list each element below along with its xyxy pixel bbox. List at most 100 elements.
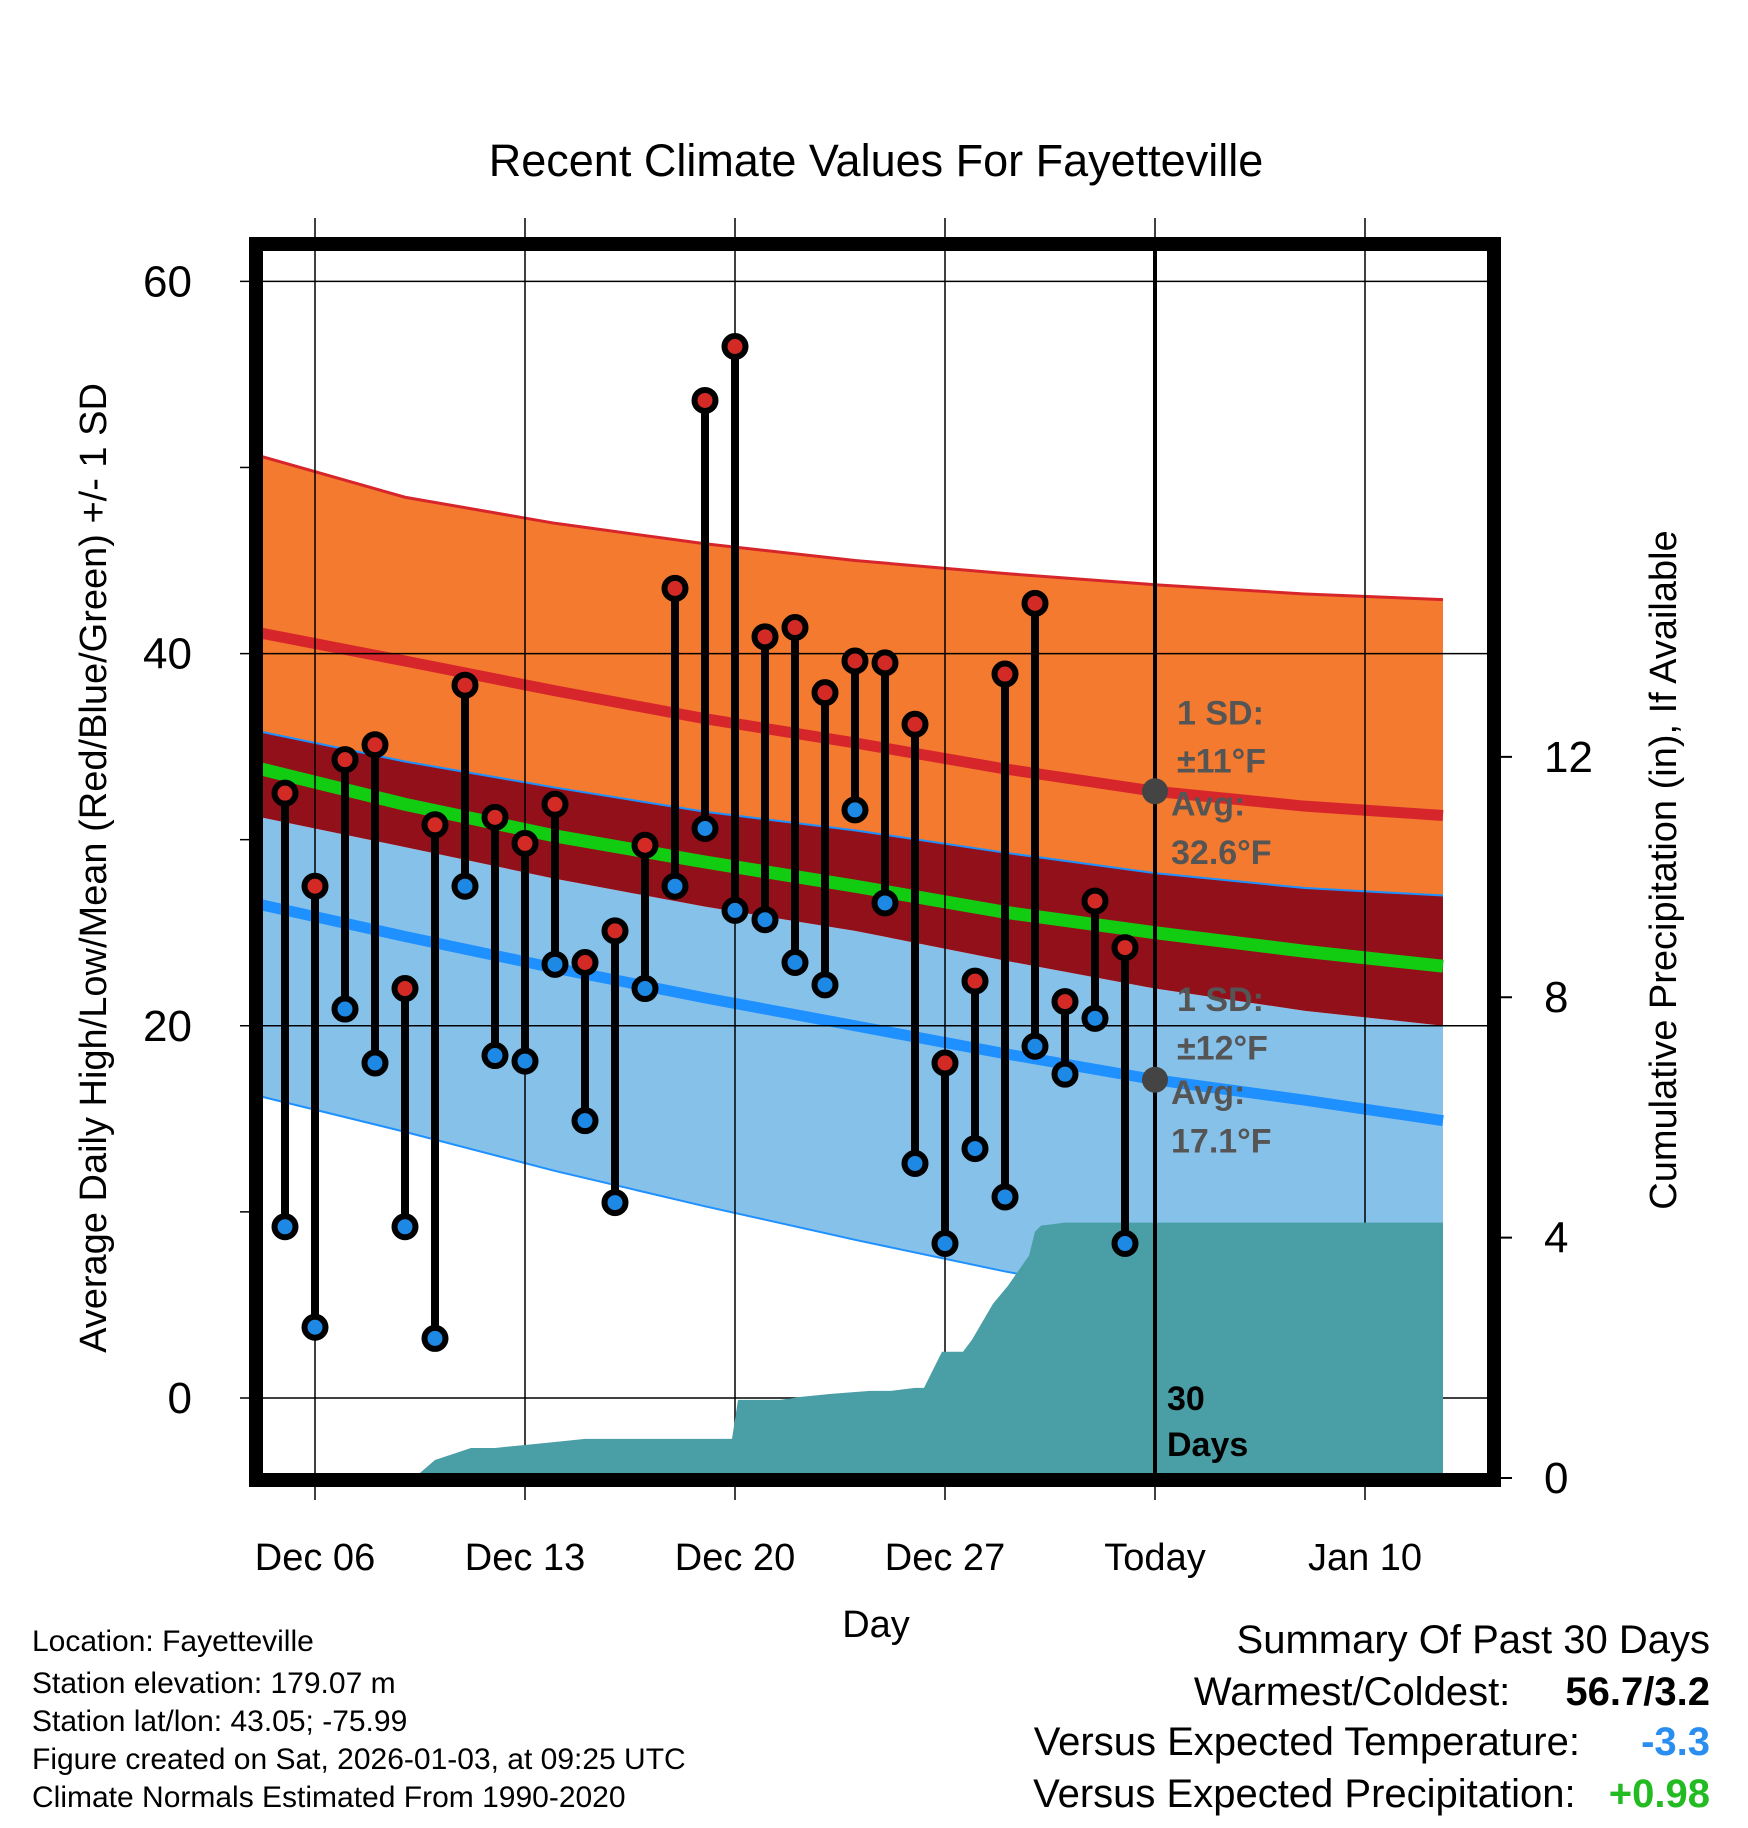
low-dot xyxy=(601,1189,629,1217)
cumulative-precip-area xyxy=(261,1222,1443,1478)
warmest-label: Warmest/Coldest: xyxy=(1193,1670,1511,1714)
x-tick-label: Dec 06 xyxy=(255,1537,375,1579)
daily-range-bars xyxy=(281,346,1129,1339)
axes-layer: 0 20 40 60 0 4 8 12 Dec 06 Dec 13 Dec 20 Dec 27 Toda… xyxy=(143,237,1593,1579)
high-dot xyxy=(751,623,779,651)
y2-tick-label: 8 xyxy=(1544,973,1568,1022)
low-dot xyxy=(931,1230,959,1258)
high-dot xyxy=(1111,934,1139,962)
low-dot xyxy=(571,1107,599,1135)
station-info: Location: Fayetteville Station elevation… xyxy=(32,1623,686,1817)
today-label-line: 30 xyxy=(1167,1380,1205,1418)
low-dot xyxy=(871,889,899,917)
x-tick-label: Dec 20 xyxy=(675,1537,795,1579)
low-avg-label: Avg: xyxy=(1171,1074,1245,1112)
y-tick-label: 0 xyxy=(168,1374,192,1423)
high-dot xyxy=(451,671,479,699)
y2-axis-label: Cumulative Precipitation (in), If Availa… xyxy=(1643,530,1685,1209)
low-avg-value: 17.1°F xyxy=(1171,1122,1272,1160)
high-dot xyxy=(961,967,989,995)
temp-diff-value: -3.3 xyxy=(1641,1720,1710,1764)
x-tick-label: Dec 27 xyxy=(885,1537,1005,1579)
low-dot xyxy=(721,896,749,924)
low-sd-label: 1 SD: xyxy=(1177,981,1264,1019)
low-sd-value: ±12°F xyxy=(1177,1029,1268,1067)
low-dot xyxy=(1051,1060,1079,1088)
high-dot xyxy=(391,975,419,1003)
low-dot xyxy=(391,1213,419,1241)
low-dot xyxy=(361,1049,389,1077)
low-dot xyxy=(541,950,569,978)
precip-diff-value: +0.98 xyxy=(1608,1772,1710,1816)
high-dot xyxy=(811,679,839,707)
y2-tick-label: 4 xyxy=(1544,1214,1568,1263)
high-dot xyxy=(301,872,329,900)
low-dot xyxy=(811,971,839,999)
low-dot xyxy=(511,1047,539,1075)
high-dot xyxy=(571,948,599,976)
high-dot xyxy=(481,803,509,831)
low-dot xyxy=(781,948,809,976)
high-dot xyxy=(601,917,629,945)
chart-title: Recent Climate Values For Fayetteville xyxy=(489,135,1263,186)
low-dot xyxy=(451,872,479,900)
x-tick-label: Dec 13 xyxy=(465,1537,585,1579)
y2-tick-label: 0 xyxy=(1544,1454,1568,1503)
high-dot xyxy=(781,614,809,642)
low-dot xyxy=(1081,1004,1109,1032)
low-dot xyxy=(301,1313,329,1341)
high-dot xyxy=(1021,589,1049,617)
daily-dots xyxy=(271,332,1139,1352)
low-dot xyxy=(901,1149,929,1177)
low-dot xyxy=(631,975,659,1003)
high-upper-line xyxy=(260,454,1444,602)
low-dot xyxy=(421,1324,449,1352)
high-dot xyxy=(1081,887,1109,915)
high-avg-label: Avg: xyxy=(1171,785,1245,823)
warmest-value: 56.7/3.2 xyxy=(1565,1670,1710,1714)
today-label-line: Days xyxy=(1167,1426,1248,1464)
high-dot xyxy=(721,332,749,360)
info-location: Location: Fayetteville xyxy=(32,1625,314,1658)
today-layer: 30 Days xyxy=(1153,248,1248,1478)
x-tick-label: Jan 10 xyxy=(1308,1537,1422,1579)
low-dot xyxy=(271,1213,299,1241)
low-dot xyxy=(1021,1032,1049,1060)
high-dot xyxy=(991,660,1019,688)
high-lower-line xyxy=(260,730,1444,897)
precip-diff-label: Versus Expected Precipitation: xyxy=(1033,1772,1576,1816)
high-dot xyxy=(691,386,719,414)
info-latlon: Station lat/lon: 43.05; -75.99 xyxy=(32,1705,408,1738)
high-dot xyxy=(331,746,359,774)
y-tick-label: 20 xyxy=(143,1002,192,1051)
plot-frame xyxy=(249,237,1501,1487)
low-dot xyxy=(1111,1230,1139,1258)
high-dot xyxy=(901,710,929,738)
high-dot xyxy=(271,779,299,807)
low-dot xyxy=(481,1042,509,1070)
low-dot xyxy=(331,995,359,1023)
high-dot xyxy=(631,831,659,859)
today-label: 30 Days xyxy=(1167,1380,1248,1464)
y-tick-label: 40 xyxy=(143,630,192,679)
y2-tick-label: 12 xyxy=(1544,733,1593,782)
mean-normal-line xyxy=(259,762,1444,973)
low-dot xyxy=(841,796,869,824)
temp-diff-label: Versus Expected Temperature: xyxy=(1033,1720,1580,1764)
summary-title: Summary Of Past 30 Days xyxy=(1236,1618,1710,1662)
high-sd-value: ±11°F xyxy=(1177,743,1266,781)
high-dot xyxy=(361,731,389,759)
x-tick-label: Today xyxy=(1104,1537,1205,1579)
high-avg-value: 32.6°F xyxy=(1171,834,1272,872)
low-dot xyxy=(751,906,779,934)
low-dot xyxy=(961,1135,989,1163)
high-dot xyxy=(541,790,569,818)
precip-layer xyxy=(261,1222,1443,1478)
high-dot xyxy=(841,647,869,675)
info-created: Figure created on Sat, 2026-01-03, at 09… xyxy=(32,1743,686,1776)
summary-warmest: Warmest/Coldest: 56.7/3.2 xyxy=(1194,1670,1710,1715)
high-avg-marker xyxy=(1142,778,1168,805)
y-tick-label: 60 xyxy=(143,257,192,306)
high-dot xyxy=(421,811,449,839)
